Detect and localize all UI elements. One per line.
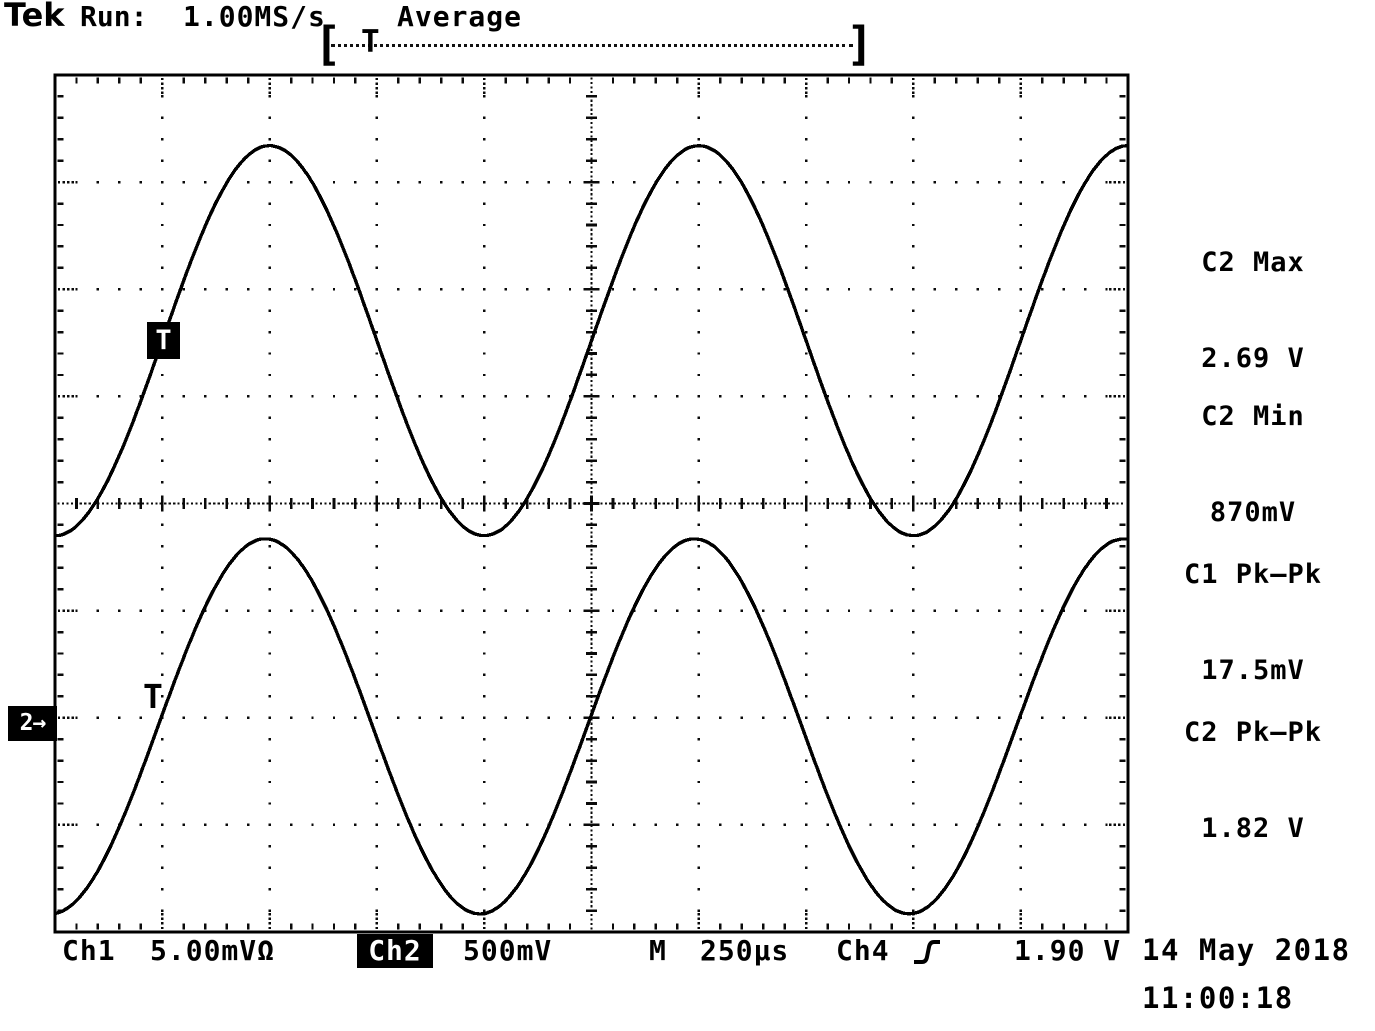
measurement-label: C2 Max bbox=[1201, 247, 1305, 278]
acquisition-status: Run: bbox=[80, 0, 148, 33]
measurement-c2-pkpk: C2 Pk–Pk 1.82 V bbox=[1128, 653, 1375, 909]
ch2-label-badge: Ch2 bbox=[357, 934, 433, 968]
record-trigger-position-marker: T bbox=[361, 24, 380, 60]
ch1-trigger-point-marker: T bbox=[143, 677, 163, 716]
tek-logo: Tek bbox=[4, 0, 65, 34]
trigger-level: 1.90 V bbox=[1014, 934, 1122, 967]
timebase-value: 250µs bbox=[700, 934, 790, 967]
ch1-scale: 5.00mVΩ bbox=[150, 934, 276, 967]
acquisition-mode: Average bbox=[397, 0, 523, 33]
rising-edge-icon bbox=[914, 940, 940, 964]
measurement-label: C2 Min bbox=[1201, 401, 1305, 432]
trigger-source-label: Ch4 bbox=[836, 934, 890, 967]
time-label: 11:00:18 bbox=[1142, 981, 1294, 1015]
record-span-line bbox=[331, 44, 853, 47]
measurement-c2-min: C2 Min 870mV bbox=[1128, 337, 1375, 593]
record-right-bracket: ] bbox=[846, 17, 874, 71]
ch2-ground-marker: 2→ bbox=[8, 706, 57, 741]
ch1-label: Ch1 bbox=[62, 934, 116, 967]
measurement-value: 2.69 V bbox=[1201, 343, 1305, 374]
measurement-label: C2 Pk–Pk bbox=[1183, 717, 1323, 748]
sample-rate: 1.00MS/s bbox=[183, 0, 326, 33]
measurement-value: 1.82 V bbox=[1201, 813, 1305, 844]
date-label: 14 May 2018 bbox=[1142, 933, 1351, 967]
measurement-value: 870mV bbox=[1209, 497, 1297, 528]
ch2-waveform-trace bbox=[55, 143, 1128, 538]
measurement-c2-max: C2 Max 2.69 V bbox=[1128, 183, 1375, 439]
measurement-c1-pkpk: C1 Pk–Pk 17.5mV bbox=[1128, 495, 1375, 751]
ch1-waveform-trace bbox=[54, 537, 1127, 916]
ch2-scale: 500mV bbox=[463, 934, 553, 967]
timebase-label: M bbox=[649, 934, 667, 967]
measurement-value: 17.5mV bbox=[1201, 655, 1305, 686]
measurement-label: C1 Pk–Pk bbox=[1183, 559, 1323, 590]
ch2-trigger-point-marker: T bbox=[147, 322, 180, 359]
